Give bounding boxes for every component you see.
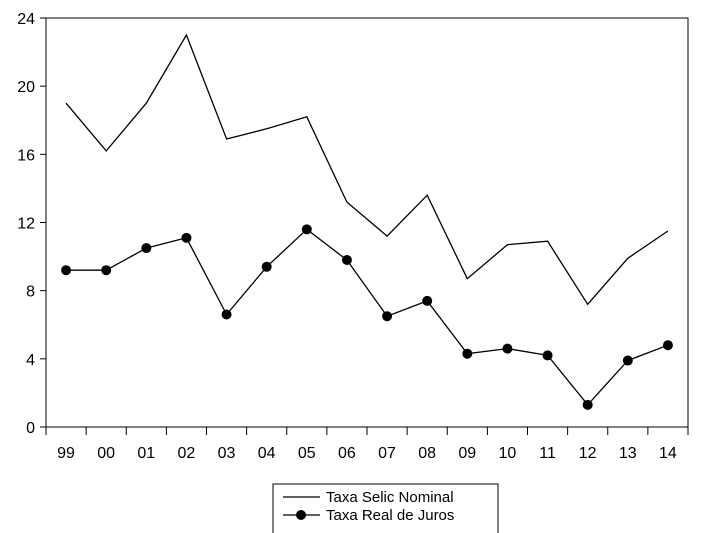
data-point — [141, 243, 152, 254]
y-tick-label: 24 — [17, 11, 35, 28]
legend-box — [272, 483, 499, 533]
data-point — [61, 265, 72, 276]
series-1 — [65, 33, 669, 306]
legend-item: Taxa Real de Juros — [283, 507, 454, 524]
y-tick-label: 20 — [17, 79, 35, 96]
y-tick-label: 8 — [26, 284, 35, 301]
data-point — [502, 343, 513, 354]
series-line — [66, 228, 669, 406]
x-tick-label: 06 — [338, 445, 356, 462]
x-tick-label: 13 — [619, 445, 637, 462]
plot-frame — [45, 17, 689, 428]
y-tick-label: 16 — [17, 147, 35, 164]
series-2 — [61, 224, 673, 410]
x-tick-label: 04 — [258, 445, 276, 462]
x-tick-label: 10 — [499, 445, 517, 462]
x-tick-labels: 99 00 01 02 03 04 05 06 07 08 09 10 11 12 13 14 — [57, 445, 677, 462]
chart-axes — [40, 17, 689, 435]
x-tick-label: 02 — [178, 445, 196, 462]
y-tick-label: 0 — [26, 420, 35, 437]
data-point — [261, 261, 272, 272]
legend-item: Taxa Selic Nominal — [283, 489, 454, 506]
legend-label: Taxa Real de Juros — [326, 507, 454, 524]
data-point — [662, 340, 673, 351]
x-tick-label: 08 — [418, 445, 436, 462]
data-point — [582, 399, 593, 410]
legend-marker — [296, 510, 306, 520]
y-tick-label: 4 — [26, 352, 35, 369]
y-tick-label: 12 — [17, 216, 35, 233]
x-tick-label: 03 — [218, 445, 236, 462]
data-point — [341, 254, 352, 265]
data-point — [221, 309, 232, 320]
x-tick-label: 07 — [378, 445, 396, 462]
x-tick-label: 09 — [458, 445, 476, 462]
data-point — [422, 295, 433, 306]
data-point — [101, 265, 112, 276]
series-layer — [61, 33, 673, 410]
legend-label: Taxa Selic Nominal — [326, 489, 454, 506]
x-tick-label: 11 — [539, 445, 556, 462]
x-tick-label: 12 — [579, 445, 597, 462]
data-point — [462, 348, 473, 359]
x-tick-label: 14 — [659, 445, 677, 462]
series-line — [65, 33, 669, 306]
x-tick-label: 01 — [137, 445, 155, 462]
y-tick-labels: 0 4 8 12 16 20 24 — [17, 11, 35, 437]
x-tick-label: 05 — [298, 445, 316, 462]
data-point — [622, 355, 633, 366]
x-tick-label: 99 — [57, 445, 75, 462]
data-point — [301, 224, 312, 235]
data-point — [542, 350, 553, 361]
x-tick-label: 00 — [97, 445, 115, 462]
data-point — [181, 232, 192, 243]
data-point — [382, 311, 393, 322]
